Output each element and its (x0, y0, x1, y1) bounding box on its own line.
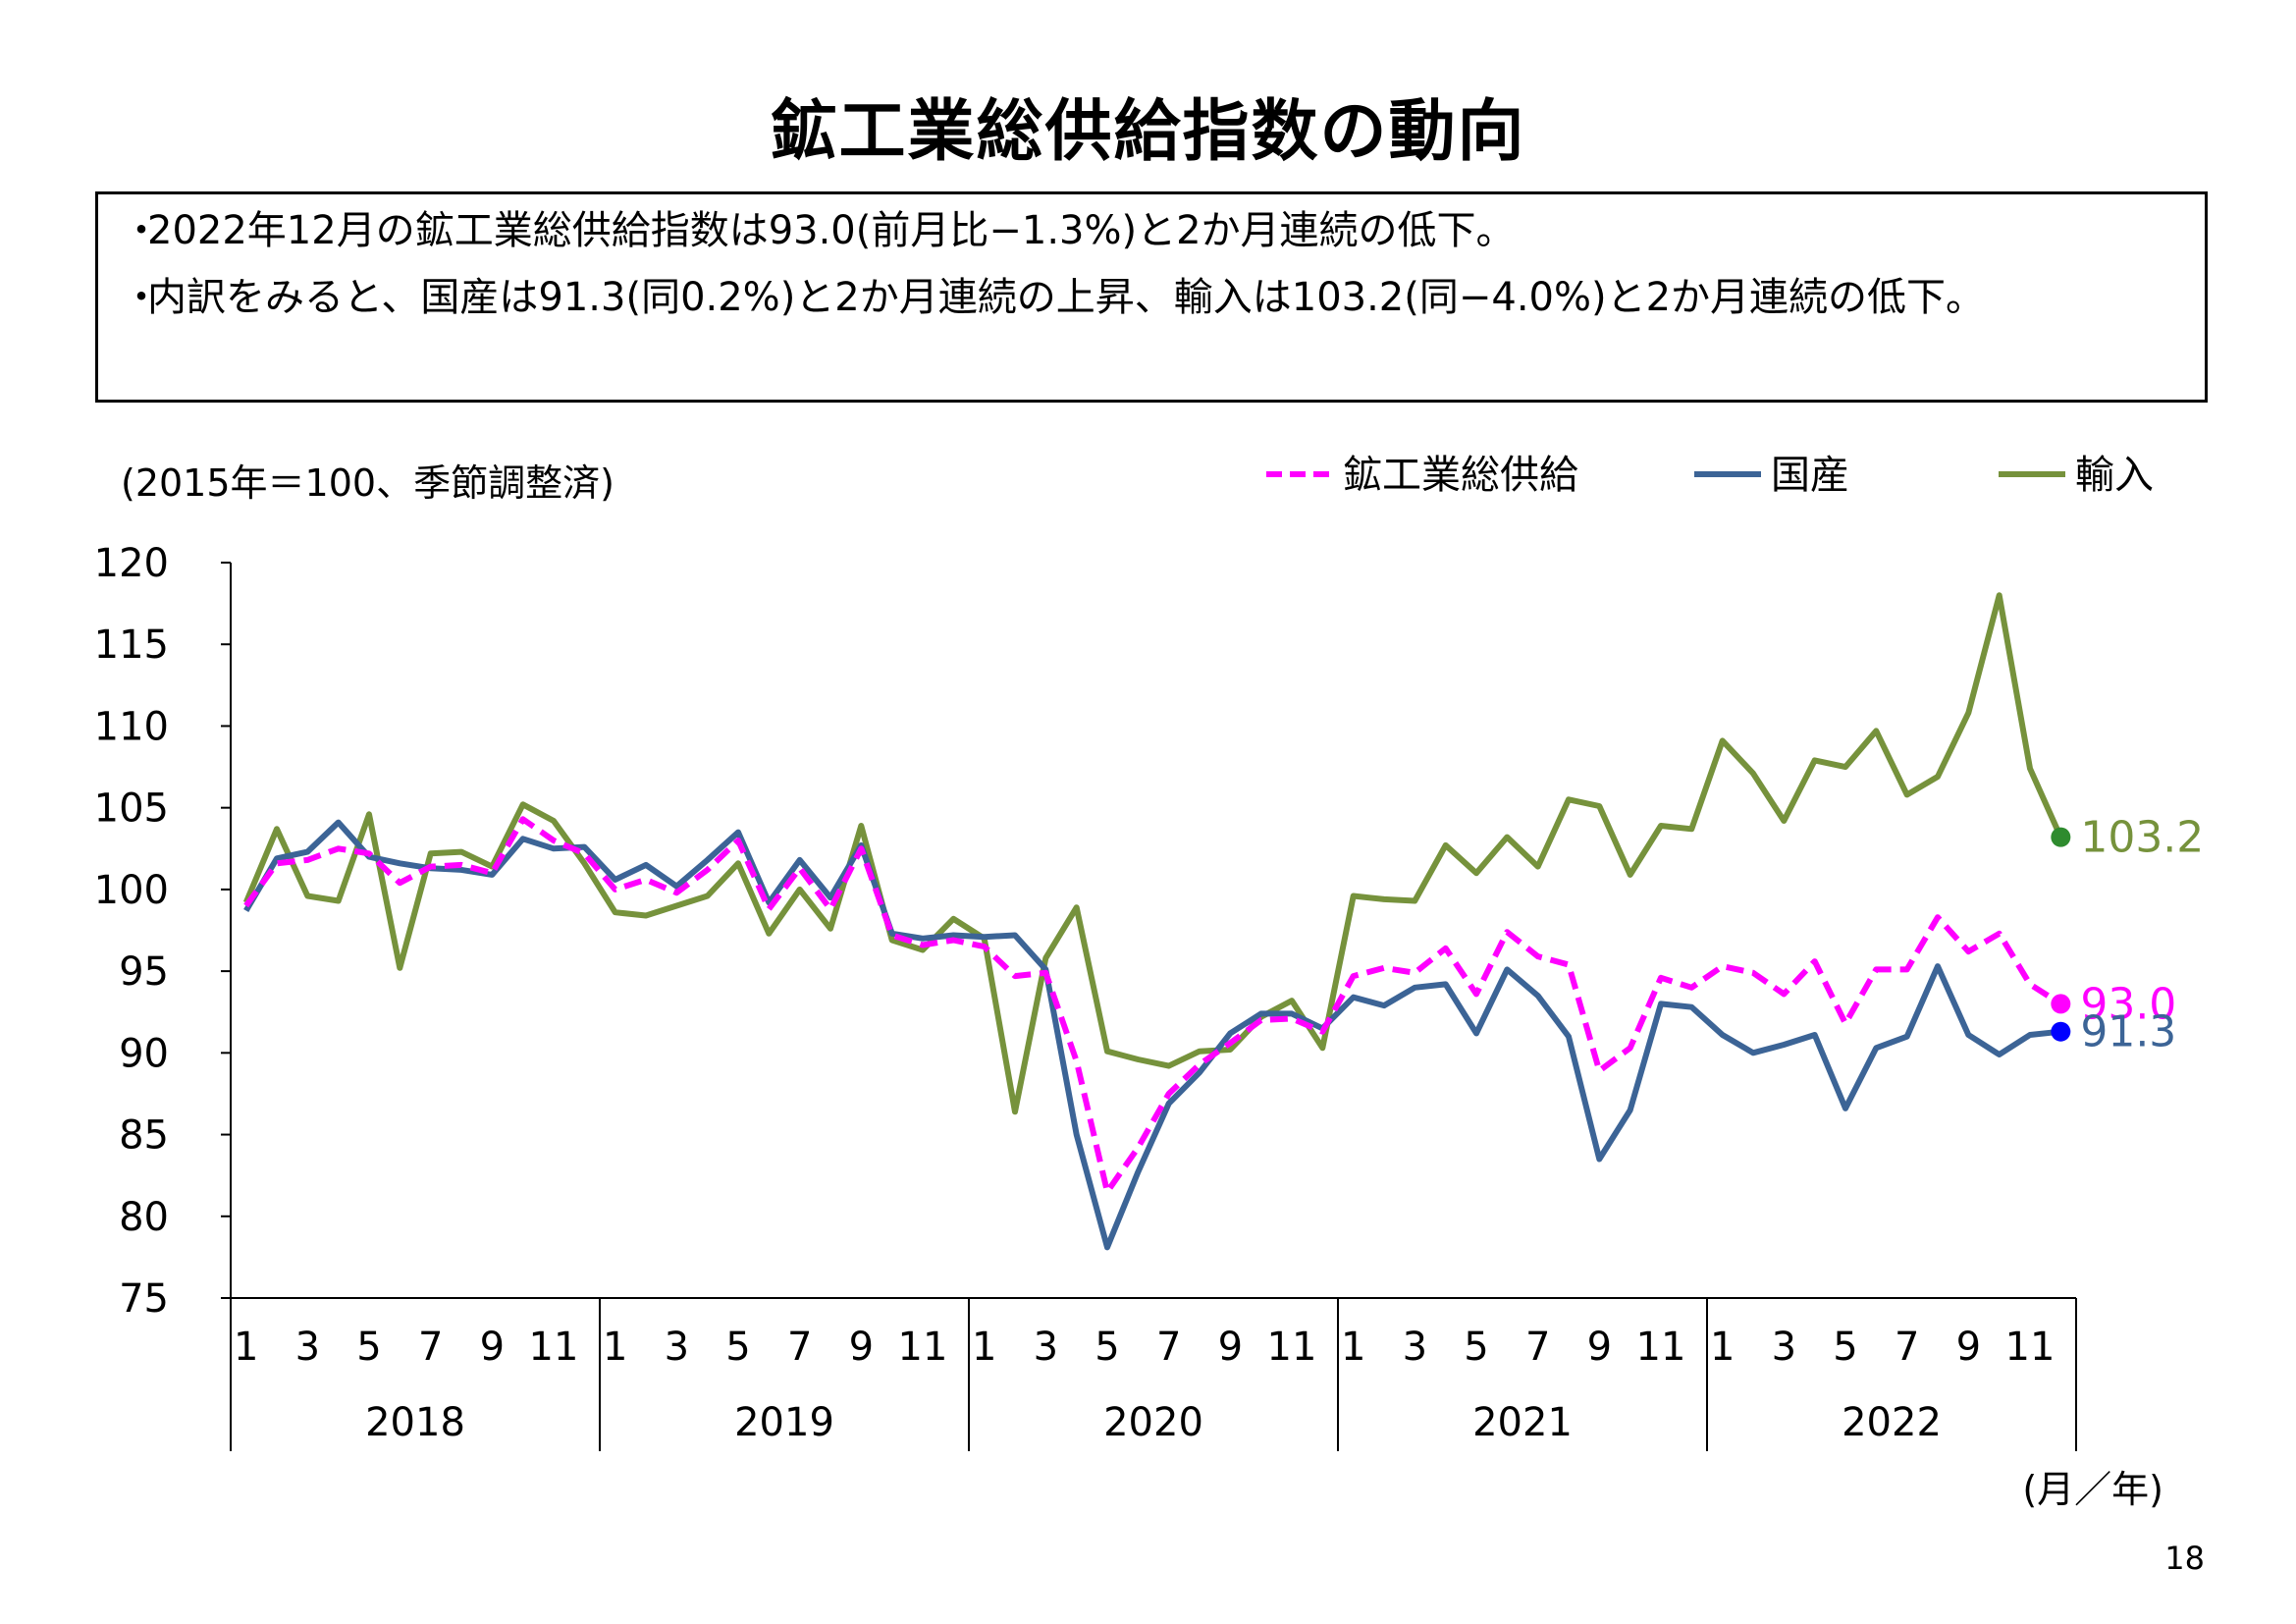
series-end-label: 93.0 (2080, 979, 2176, 1029)
month-tick-label: 9 (480, 1325, 505, 1370)
month-tick-label: 7 (1156, 1325, 1181, 1370)
series-end-marker (2051, 1021, 2071, 1042)
year-label: 2020 (1103, 1400, 1203, 1445)
axis-unit-label: (月／年) (2022, 1468, 2163, 1511)
month-tick-label: 3 (1403, 1325, 1427, 1370)
month-tick-label: 3 (295, 1325, 320, 1370)
month-tick-label: 7 (787, 1325, 812, 1370)
month-tick-label: 3 (1772, 1325, 1796, 1370)
series-end-marker (2051, 827, 2071, 847)
y-tick-label: 115 (94, 623, 169, 668)
month-tick-label: 1 (603, 1325, 627, 1370)
page-number: 18 (2164, 1540, 2205, 1577)
series-end-label: 91.3 (2080, 1007, 2176, 1057)
month-tick-label: 7 (1895, 1325, 1919, 1370)
page-title: 鉱工業総供給指数の動向 (770, 93, 1526, 171)
legend-label: 国産 (1771, 453, 1849, 498)
month-tick-label: 1 (1710, 1325, 1735, 1370)
summary-text-1: 2022年12月の鉱工業総供給指数は93.0(前月比−1.3%)と2か月連続の低… (147, 208, 1516, 253)
month-tick-label: 9 (849, 1325, 874, 1370)
year-label: 2018 (365, 1400, 465, 1445)
y-tick-label: 95 (119, 949, 169, 995)
month-tick-label: 7 (418, 1325, 443, 1370)
y-tick-label: 80 (119, 1195, 169, 1240)
legend-label: 輸入 (2075, 453, 2154, 498)
month-tick-label: 5 (1833, 1325, 1857, 1370)
month-tick-label: 9 (1587, 1325, 1612, 1370)
summary-box: ・ 2022年12月の鉱工業総供給指数は93.0(前月比−1.3%)と2か月連続… (95, 191, 2208, 403)
month-tick-label: 11 (1636, 1325, 1686, 1370)
month-tick-label: 11 (2005, 1325, 2056, 1370)
month-tick-label: 5 (1464, 1325, 1488, 1370)
year-label: 2022 (1842, 1400, 1942, 1445)
y-tick-label: 100 (94, 868, 169, 913)
y-tick-label: 110 (94, 704, 169, 749)
month-tick-label: 9 (1218, 1325, 1243, 1370)
month-tick-label: 5 (356, 1325, 381, 1370)
month-tick-label: 3 (665, 1325, 689, 1370)
month-tick-label: 5 (725, 1325, 750, 1370)
series-end-label: 103.2 (2080, 813, 2204, 863)
month-tick-label: 1 (972, 1325, 996, 1370)
y-tick-label: 90 (119, 1031, 169, 1076)
series-line (242, 592, 2064, 1115)
month-tick-label: 3 (1034, 1325, 1058, 1370)
series-end-marker (2051, 994, 2071, 1014)
y-tick-label: 120 (94, 541, 169, 586)
year-label: 2019 (734, 1400, 834, 1445)
month-tick-label: 7 (1525, 1325, 1550, 1370)
legend: 鉱工業総供給 国産 輸入 (1266, 453, 2154, 498)
unit-note: (2015年＝100、季節調整済) (121, 461, 614, 505)
summary-bullet-1: ・ 2022年12月の鉱工業総供給指数は93.0(前月比−1.3%)と2か月連続… (122, 208, 2181, 253)
legend-label: 鉱工業総供給 (1343, 453, 1578, 498)
month-tick-label: 1 (234, 1325, 258, 1370)
month-tick-label: 11 (529, 1325, 579, 1370)
y-tick-label: 75 (119, 1276, 169, 1322)
month-tick-label: 1 (1341, 1325, 1365, 1370)
month-tick-label: 11 (1267, 1325, 1317, 1370)
y-tick-label: 85 (119, 1113, 169, 1159)
summary-text-2: 内訳をみると、国産は91.3(同0.2%)と2か月連続の上昇、輸入は103.2(… (147, 275, 1986, 320)
year-label: 2021 (1472, 1400, 1573, 1445)
series-line (243, 819, 2061, 1251)
month-tick-label: 9 (1956, 1325, 1981, 1370)
y-tick-label: 105 (94, 786, 169, 832)
month-tick-label: 11 (898, 1325, 948, 1370)
month-tick-label: 5 (1095, 1325, 1119, 1370)
series-line (243, 816, 2062, 1195)
summary-bullet-2: ・ 内訳をみると、国産は91.3(同0.2%)と2か月連続の上昇、輸入は103.… (122, 275, 2181, 320)
